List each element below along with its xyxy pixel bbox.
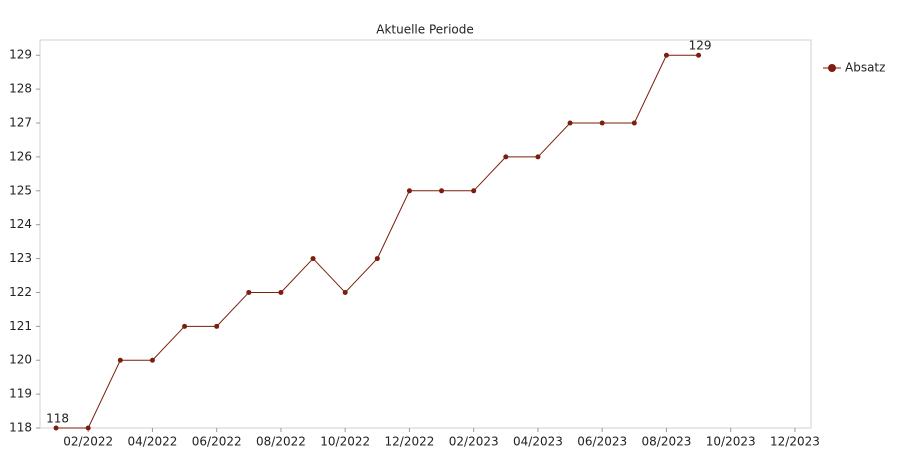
x-tick-label: 06/2023: [577, 435, 627, 449]
data-point: [342, 289, 348, 295]
data-point: [406, 188, 412, 194]
series-line: [56, 54, 699, 429]
y-tick-label: 129: [9, 48, 32, 62]
data-point: [631, 120, 637, 126]
x-tick-label: 10/2023: [706, 435, 756, 449]
data-point: [599, 120, 605, 126]
data-point: [310, 256, 316, 262]
y-tick-label: 127: [9, 116, 32, 130]
data-point: [374, 256, 380, 262]
data-point: [85, 425, 91, 431]
y-tick-label: 124: [9, 217, 32, 231]
chart-title: Aktuelle Periode: [376, 23, 474, 37]
data-point: [53, 425, 59, 431]
data-point: [439, 188, 445, 194]
x-tick-label: 08/2023: [642, 435, 692, 449]
data-label: 129: [689, 39, 712, 53]
x-tick-label: 12/2023: [770, 435, 820, 449]
y-tick-label: 123: [9, 251, 32, 265]
data-point: [503, 154, 509, 160]
data-point: [278, 289, 284, 295]
y-tick-label: 118: [9, 421, 32, 435]
x-tick-label: 04/2023: [513, 435, 563, 449]
data-point: [149, 357, 155, 363]
data-label: 118: [46, 412, 69, 426]
data-point: [567, 120, 573, 126]
data-point: [117, 357, 123, 363]
y-tick-label: 122: [9, 285, 32, 299]
data-point: [663, 52, 669, 58]
x-tick-label: 08/2022: [256, 435, 306, 449]
x-tick-label: 02/2023: [449, 435, 499, 449]
data-point: [182, 323, 188, 329]
data-point: [214, 323, 220, 329]
x-tick-label: 10/2022: [320, 435, 370, 449]
y-tick-label: 125: [9, 183, 32, 197]
legend-marker: [828, 64, 836, 72]
y-tick-label: 121: [9, 319, 32, 333]
y-tick-label: 120: [9, 353, 32, 367]
data-point: [535, 154, 541, 160]
data-point: [246, 289, 252, 295]
x-tick-label: 12/2022: [385, 435, 435, 449]
plot-frame: [39, 39, 812, 429]
y-tick-label: 126: [9, 149, 32, 163]
x-tick-label: 06/2022: [192, 435, 242, 449]
data-point: [471, 188, 477, 194]
legend-label: Absatz: [845, 61, 885, 75]
x-tick-label: 04/2022: [128, 435, 178, 449]
y-tick-label: 119: [9, 387, 32, 401]
x-tick-label: 02/2022: [63, 435, 113, 449]
y-tick-label: 128: [9, 82, 32, 96]
data-point: [696, 52, 702, 58]
